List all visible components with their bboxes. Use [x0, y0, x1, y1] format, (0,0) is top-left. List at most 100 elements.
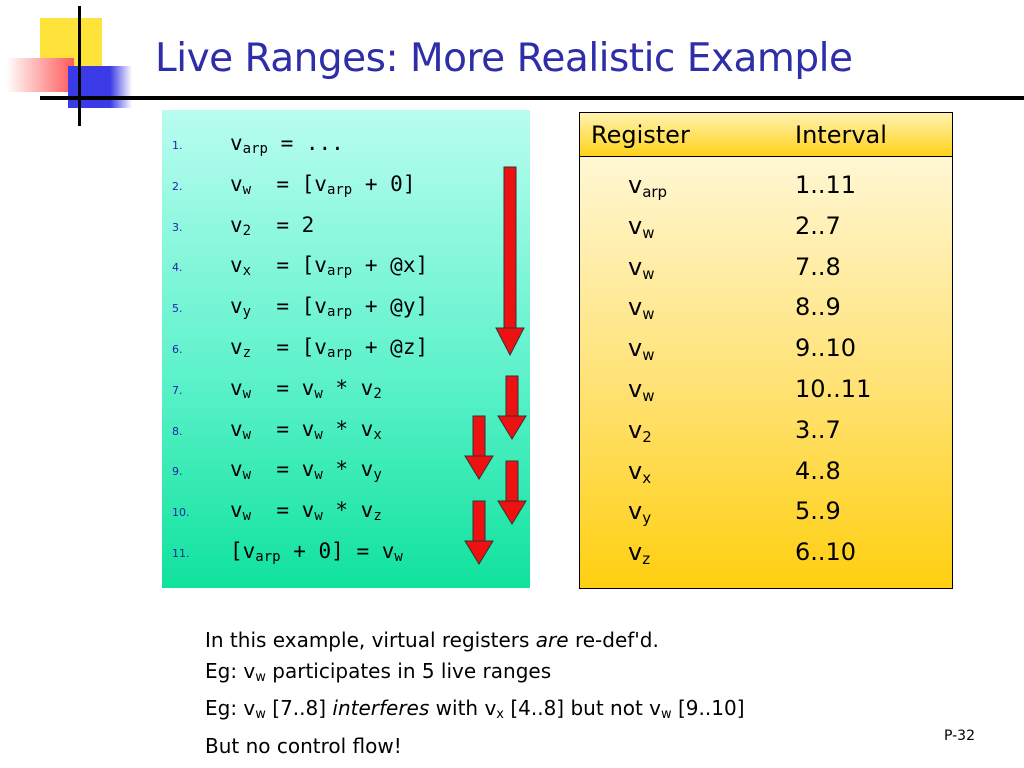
note-line: Eg: vw participates in 5 live ranges: [205, 656, 745, 694]
subscript: w: [242, 385, 252, 402]
text-run: v: [230, 335, 243, 359]
register-interval: 6..10: [795, 538, 857, 567]
table-row: vw 7..8: [580, 247, 952, 287]
register-interval: 3..7: [795, 415, 841, 444]
title-underline: [40, 96, 1024, 100]
register-name: varp: [628, 171, 667, 201]
text-run: = v: [251, 457, 315, 482]
register-name: vw: [628, 375, 654, 405]
table-row: vw 8..9: [580, 287, 952, 327]
text-run: = [v: [251, 171, 327, 196]
text-run: v: [230, 294, 243, 319]
note-line: Eg: vw [7..8] interferes with vx [4..8] …: [205, 693, 745, 731]
code-line: 2. vw = [varp + 0]: [162, 168, 530, 208]
line-code: v2 = 2: [230, 213, 314, 239]
text-run: = v: [251, 375, 315, 400]
line-number: 7.: [172, 383, 183, 397]
register-interval: 8..9: [795, 293, 841, 322]
register-interval: 7..8: [795, 252, 841, 281]
code-line: 3. v2 = 2: [162, 209, 530, 249]
text-run: But no control flow!: [205, 733, 402, 758]
register-name: vx: [628, 457, 651, 487]
subscript: w: [661, 707, 672, 722]
text-run: = v: [251, 498, 315, 523]
subscript: arp: [326, 345, 353, 361]
register-interval: 2..7: [795, 211, 841, 240]
subscript: y: [373, 467, 382, 484]
text-run: v: [230, 212, 243, 237]
text-run: [v: [230, 539, 256, 563]
register-base: v: [628, 415, 643, 444]
subscript: z: [373, 508, 382, 525]
register-name: vy: [628, 497, 651, 527]
register-subscript: w: [642, 223, 655, 242]
register-name: vz: [628, 538, 650, 568]
register-interval: 10..11: [795, 375, 872, 403]
page-number: P-32: [944, 728, 976, 744]
subscript: arp: [326, 263, 353, 280]
table-row: vx 4..8: [580, 451, 952, 491]
text-run: v: [230, 253, 243, 278]
register-name: vw: [628, 293, 654, 323]
line-code: vx = [varp + @x]: [230, 253, 428, 279]
text-run: v: [230, 457, 243, 482]
table-header: Register Interval: [579, 112, 953, 157]
text-run: v: [230, 498, 243, 523]
table-row: v2 3..7: [580, 410, 952, 450]
subscript: 2: [242, 222, 252, 239]
note-line: In this example, virtual registers are r…: [205, 625, 745, 656]
text-run: v: [230, 131, 243, 155]
register-interval-table: Register Interval varp 1..11 vw 2..7 vw 7..8 v…: [579, 112, 953, 589]
subscript: w: [242, 467, 252, 484]
line-code: [varp + 0] = vw: [230, 539, 403, 565]
table-row: vz 6..10: [580, 532, 952, 572]
register-name: vw: [628, 212, 654, 242]
code-line: 4. vx = [varp + @x]: [162, 249, 530, 289]
code-line: 1. varp = ...: [162, 127, 530, 167]
code-line: 6. vz = [varp + @z]: [162, 331, 530, 371]
code-line: 10. vw = vw * vz: [162, 494, 530, 534]
code-line: 7. vw = vw * v2: [162, 372, 530, 412]
line-number: 5.: [172, 302, 183, 316]
header-interval: Interval: [795, 121, 887, 149]
register-subscript: 2: [642, 427, 652, 446]
table-row: vw 10..11: [580, 369, 952, 409]
note-line: But no control flow!: [205, 731, 745, 762]
text-run: + 0] = v: [280, 539, 395, 563]
line-code: varp = ...: [230, 131, 344, 157]
register-base: v: [628, 293, 643, 322]
text-run: = [v: [251, 294, 327, 319]
subscript: w: [242, 508, 252, 525]
text-run: * v: [322, 375, 374, 400]
text-run: Eg: v: [205, 696, 256, 720]
subscript: w: [314, 467, 323, 484]
text-run: = ...: [267, 131, 344, 155]
text-run: v: [230, 416, 243, 441]
register-interval: 4..8: [795, 456, 841, 485]
subscript: z: [242, 345, 252, 361]
text-run: Eg: v: [205, 658, 256, 683]
text-run: [4..8] but not v: [503, 696, 661, 720]
line-code: vw = vw * v2: [230, 376, 382, 402]
register-interval: 5..9: [795, 497, 841, 526]
line-number: 4.: [172, 261, 183, 275]
subscript: 2: [373, 385, 382, 402]
subscript: x: [242, 263, 252, 280]
deco-blue-square: [68, 66, 110, 108]
register-interval: 9..10: [795, 334, 857, 363]
subscript: x: [373, 426, 382, 443]
text-run: In this example, virtual registers: [205, 628, 536, 652]
text-run: * v: [322, 416, 374, 441]
subscript: w: [255, 707, 266, 722]
text-run: [7..8]: [265, 696, 333, 720]
register-base: v: [628, 171, 643, 199]
text-run: * v: [322, 498, 374, 523]
subscript: arp: [255, 549, 281, 565]
line-number: 9.: [172, 465, 183, 479]
register-interval: 1..11: [795, 171, 857, 199]
subscript: w: [255, 669, 266, 685]
line-number: 2.: [172, 179, 183, 193]
subscript: w: [394, 549, 403, 565]
table-row: vw 2..7: [580, 206, 952, 246]
code-line: 11. [varp + 0] = vw: [162, 535, 530, 575]
